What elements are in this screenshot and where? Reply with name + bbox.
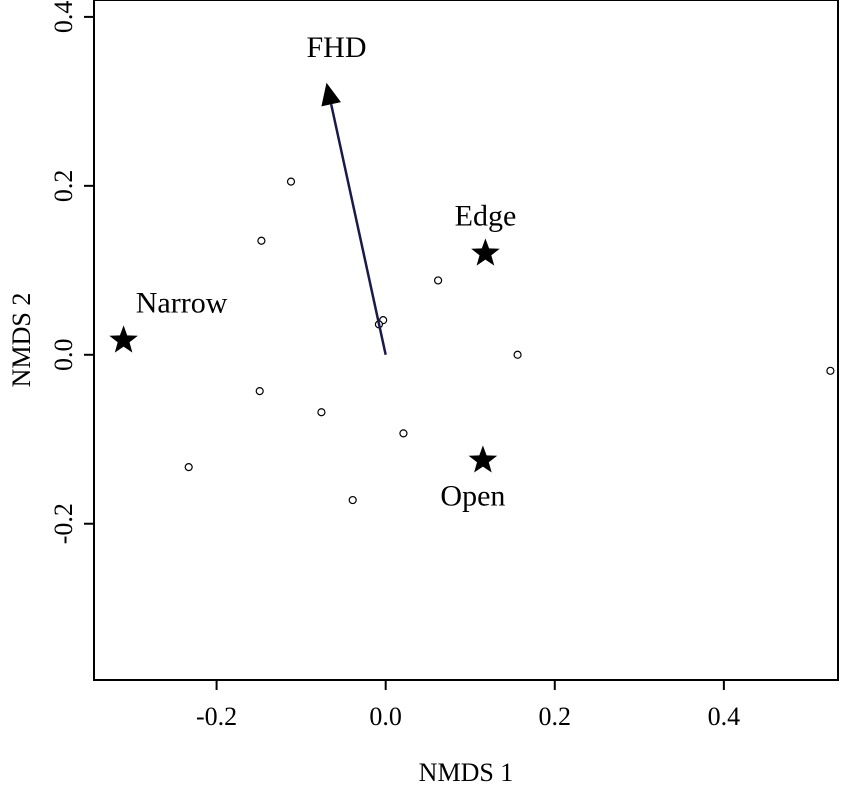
site-point xyxy=(286,177,296,186)
y-tick-label: -0.2 xyxy=(49,503,78,544)
site-point xyxy=(399,429,408,438)
x-axis: -0.2 0.0 0.2 0.4 xyxy=(196,680,740,731)
centroid-star xyxy=(468,445,498,473)
group-centroids: Narrow Edge Open xyxy=(109,199,516,512)
vector-line xyxy=(329,104,387,356)
centroid-star xyxy=(109,325,138,353)
x-tick-label: -0.2 xyxy=(196,702,237,731)
y-tick-label: 0.2 xyxy=(49,170,78,203)
site-point xyxy=(317,408,326,417)
site-point xyxy=(826,366,835,375)
centroid-star xyxy=(471,238,500,266)
centroid-label: Narrow xyxy=(136,286,228,319)
plot-frame xyxy=(93,0,839,681)
vector-label: FHD xyxy=(306,31,366,64)
y-axis-label: NMDS 2 xyxy=(7,293,36,388)
site-point xyxy=(257,236,266,245)
site-point xyxy=(513,350,522,359)
x-tick-label: 0.4 xyxy=(708,702,741,731)
y-tick-label: 0.4 xyxy=(49,1,78,34)
y-tick-label: 0.0 xyxy=(49,339,78,372)
vector-arrows: FHD xyxy=(306,31,387,356)
site-point xyxy=(348,495,357,505)
centroid-label: Open xyxy=(440,479,505,512)
x-tick-label: 0.0 xyxy=(369,702,402,731)
centroid-label: Edge xyxy=(455,199,517,232)
site-point xyxy=(255,387,264,396)
y-axis: -0.2 0.0 0.2 0.4 xyxy=(49,1,94,544)
x-axis-label: NMDS 1 xyxy=(419,758,514,787)
x-tick-label: 0.2 xyxy=(539,702,572,731)
site-point xyxy=(184,463,193,472)
vector-arrowhead xyxy=(321,82,341,107)
site-point xyxy=(434,276,443,285)
